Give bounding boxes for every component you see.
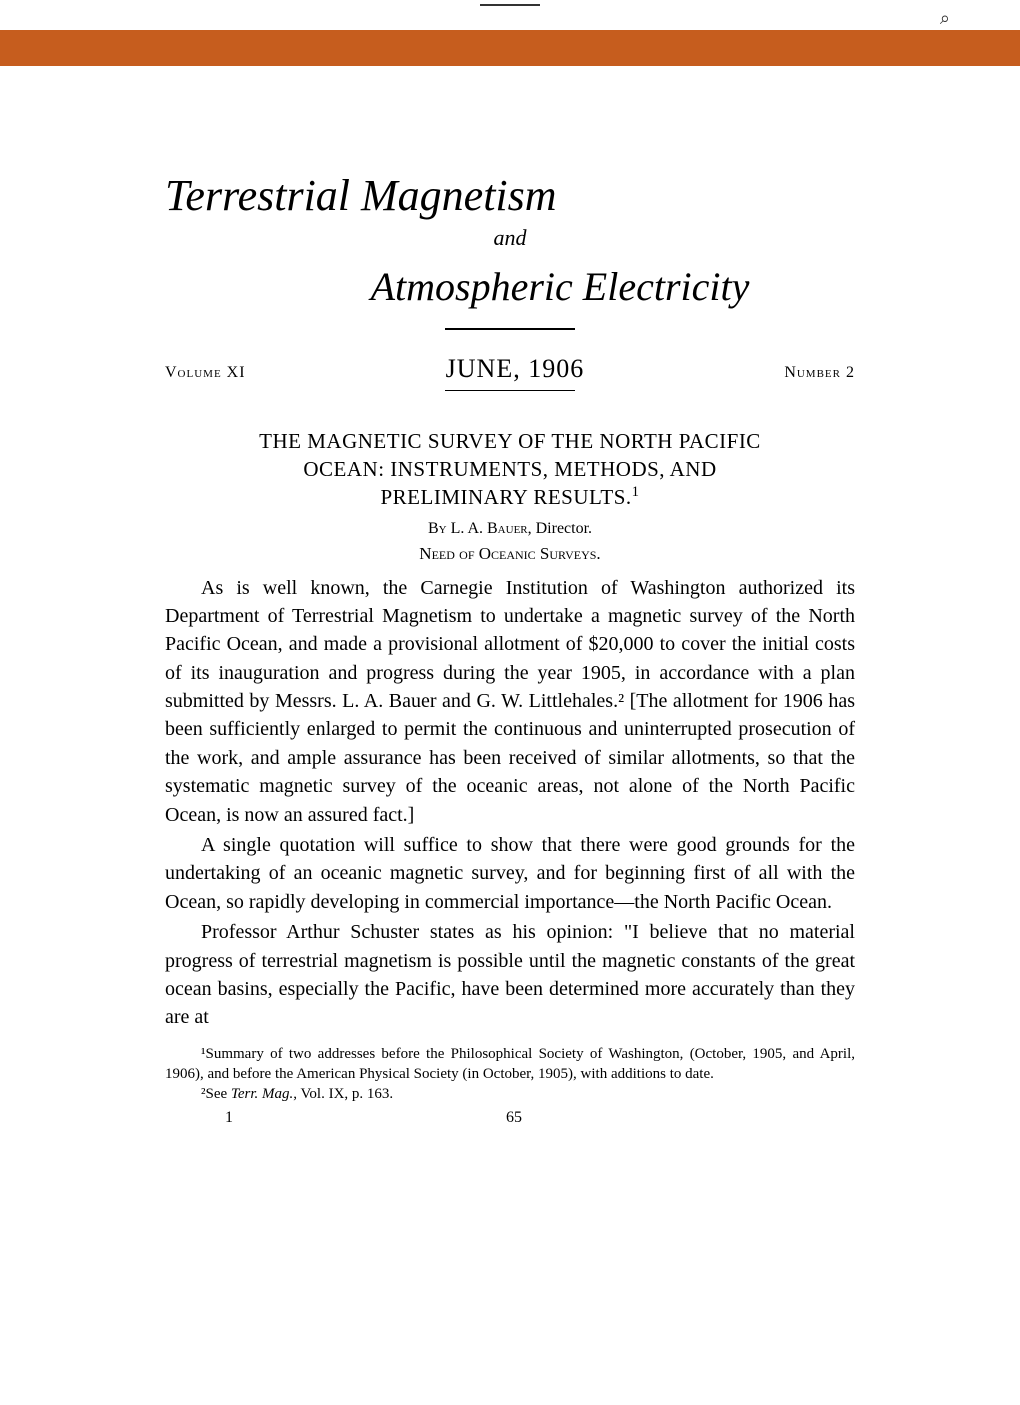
body-paragraph-2: A single quotation will suffice to show … xyxy=(165,831,855,916)
footnote-2: ²See Terr. Mag., Vol. IX, p. 163. xyxy=(165,1084,855,1104)
journal-title-line1: Terrestrial Magnetism xyxy=(165,170,855,221)
date-rule xyxy=(445,390,575,391)
corner-mark-icon: ⌕ xyxy=(940,8,950,29)
page-number: 65 xyxy=(506,1109,522,1127)
issue-date: JUNE, 1906 xyxy=(446,354,585,384)
section-heading: Need of Oceanic Surveys. xyxy=(165,544,855,564)
author-role: Director. xyxy=(536,520,592,537)
title-rule xyxy=(445,328,575,330)
journal-title-line2: Atmospheric Electricity xyxy=(265,263,855,310)
footnotes-block: ¹Summary of two addresses before the Phi… xyxy=(165,1044,855,1105)
volume-label: Volume XI xyxy=(165,364,246,382)
issue-number-label: Number 2 xyxy=(784,364,855,382)
body-paragraph-1: As is well known, the Carnegie Instituti… xyxy=(165,574,855,830)
top-rule-mark xyxy=(480,4,540,6)
body-paragraph-3: Professor Arthur Schuster states as his … xyxy=(165,918,855,1032)
page-content: Terrestrial Magnetism and Atmospheric El… xyxy=(165,170,855,1355)
journal-conjunction: and xyxy=(165,225,855,251)
header-color-bar xyxy=(0,30,1020,66)
article-title: THE MAGNETIC SURVEY OF THE NORTH PACIFIC… xyxy=(165,427,855,512)
author-name: L. A. Bauer, xyxy=(451,520,532,537)
footnote-1: ¹Summary of two addresses before the Phi… xyxy=(165,1044,855,1085)
page-footer: 1 65 xyxy=(165,1109,855,1127)
author-byline: By L. A. Bauer, Director. xyxy=(165,520,855,538)
issue-info-row: Volume XI JUNE, 1906 Number 2 xyxy=(165,354,855,384)
signature-mark: 1 xyxy=(225,1109,233,1127)
